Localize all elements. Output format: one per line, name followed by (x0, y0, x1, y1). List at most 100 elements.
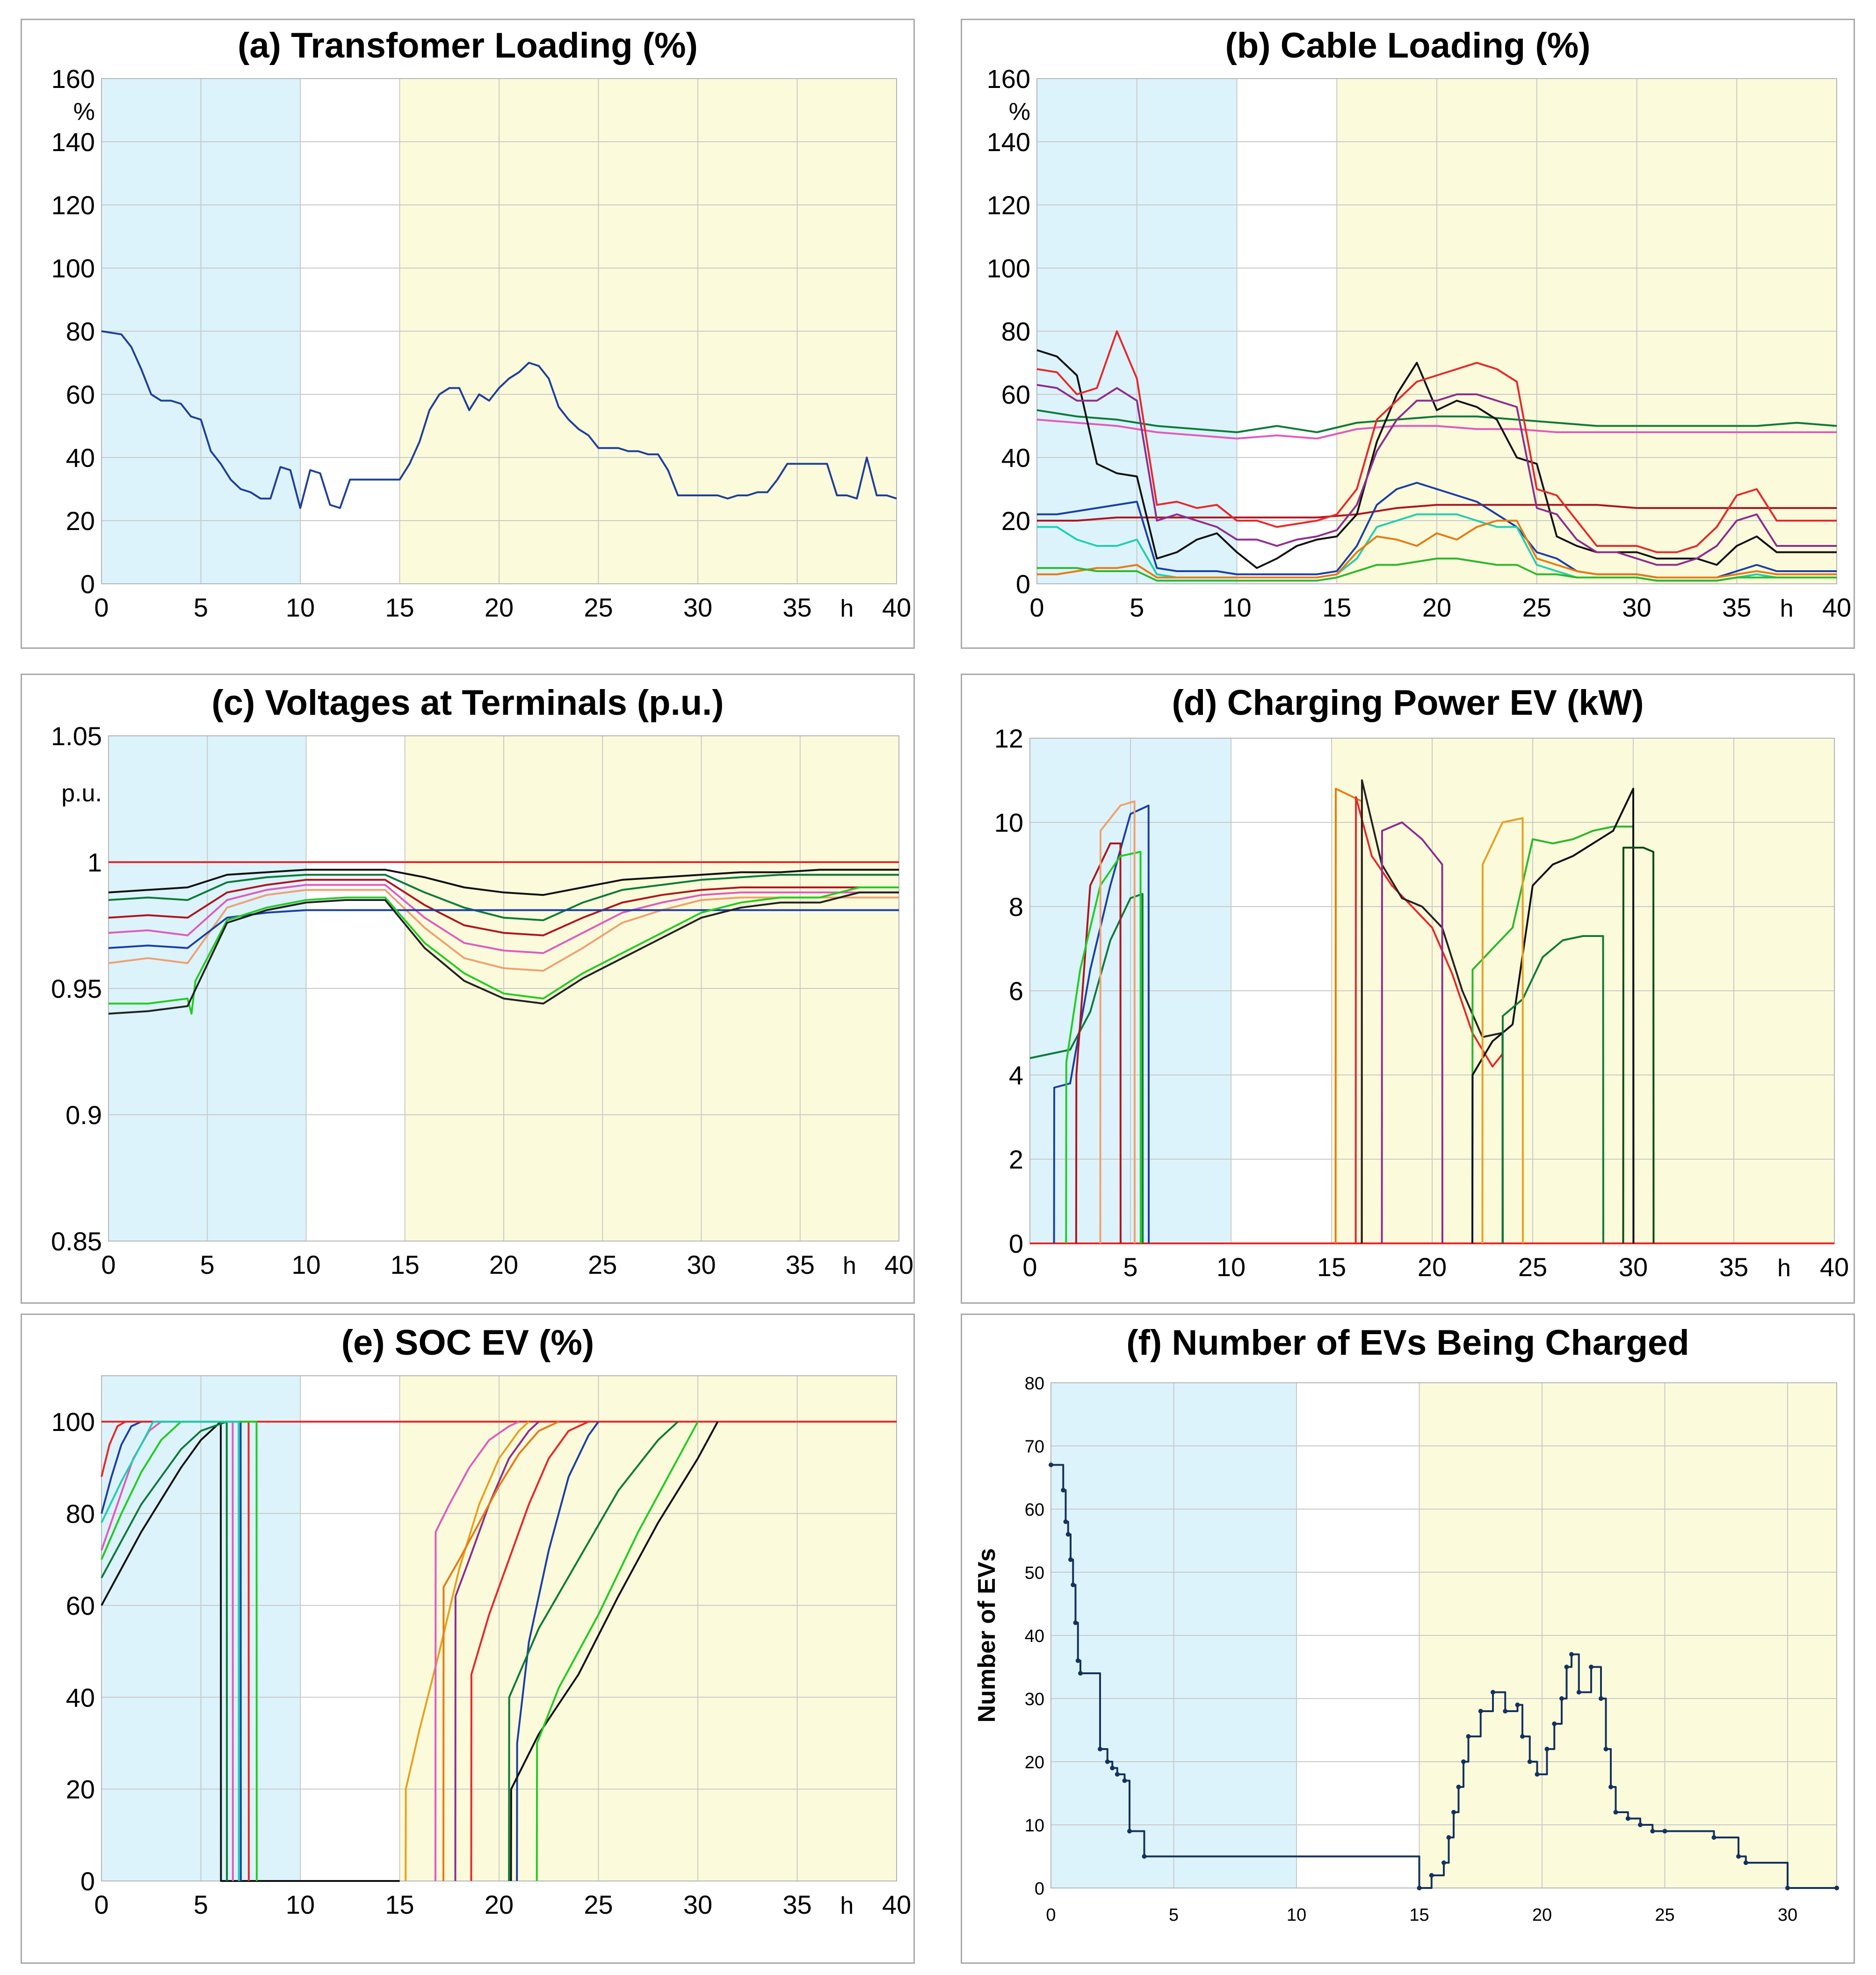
x-tick-label: 10 (1222, 593, 1251, 622)
y-tick-label: 10 (994, 808, 1023, 837)
data-point (1461, 1759, 1466, 1764)
y-tick-label: 0 (1035, 1879, 1044, 1899)
data-point (1105, 1759, 1110, 1764)
series-line-10 (1037, 558, 1837, 582)
panel-f: (f) Number of EVs Being Charged 0 10 20 30 40… (961, 1314, 1855, 1964)
x-tick-label: 30 (687, 1250, 716, 1279)
x-tick-label: 15 (391, 1250, 420, 1279)
data-point (1650, 1829, 1655, 1834)
chart-title: (f) Number of EVs Being Charged (1126, 1323, 1689, 1363)
y-tick-label: 50 (1025, 1563, 1044, 1583)
x-tick-label: 25 (588, 1250, 617, 1279)
x-unit-label: h (840, 1892, 854, 1919)
series-line-5 (108, 884, 899, 954)
y-tick-label: 40 (1001, 443, 1030, 472)
series-line-6 (1036, 384, 1837, 566)
x-tick-label: 30 (1619, 1252, 1648, 1282)
series-line-3 (1037, 504, 1837, 522)
y-tick-label: 20 (66, 506, 95, 536)
y-tick-label: 4 (1009, 1060, 1023, 1090)
x-tick-label: 10 (1217, 1252, 1246, 1282)
y-tick-label: 100 (51, 254, 95, 283)
x-tick-label: 0 (94, 1890, 109, 1919)
x-tick-label: 5 (1169, 1905, 1179, 1925)
series-line-13 (508, 1421, 679, 1881)
y-tick-label: 0.9 (65, 1100, 102, 1130)
x-tick-label: 25 (1518, 1252, 1547, 1282)
x-unit-label: h (1780, 595, 1794, 622)
data-point (1491, 1690, 1495, 1695)
data-point (1456, 1785, 1461, 1789)
y-tick-label: 30 (1025, 1690, 1044, 1709)
y-tick-label: 80 (1025, 1374, 1044, 1394)
data-point (1520, 1734, 1525, 1739)
data-point (1071, 1583, 1076, 1587)
series-line-5 (1036, 330, 1837, 553)
data-point (1049, 1462, 1053, 1467)
y-tick-label: 0 (80, 1866, 95, 1896)
series-line-13 (1501, 935, 1604, 1244)
series-line-15 (1481, 817, 1524, 1244)
data-point (1544, 1747, 1550, 1751)
x-tick-label: 40 (884, 1250, 913, 1279)
x-unit-label: h (840, 595, 854, 622)
series-line-1 (101, 330, 897, 509)
y-tick-label: 140 (987, 127, 1030, 157)
x-tick-label: 15 (385, 593, 414, 622)
chart-soc-ev: (e) SOC EV (%) 0 20 40 60 80 100 0 5 10 15 20 25 30 35… (51, 1323, 912, 1919)
y-tick-label: 160 (987, 64, 1030, 94)
y-unit-label: % (1009, 98, 1030, 125)
panel-b: (b) Cable Loading (%) 0 20 40 60 80 100 120 140 1… (961, 19, 1855, 649)
y-tick-label: 60 (1025, 1500, 1044, 1520)
x-tick-label: 10 (286, 1890, 315, 1919)
data-point (1451, 1810, 1456, 1815)
y-tick-label: 60 (66, 380, 95, 409)
data-point (1785, 1886, 1790, 1890)
y-tick-label: 70 (1025, 1437, 1044, 1457)
series-line-8 (1354, 796, 1504, 1244)
data-point (1075, 1658, 1080, 1663)
x-unit-label: h (843, 1252, 856, 1279)
y-tick-label: 120 (987, 190, 1030, 220)
x-tick-label: 10 (1287, 1905, 1306, 1925)
y-tick-label: 40 (66, 1683, 95, 1712)
data-point (1122, 1778, 1127, 1783)
data-point (1736, 1854, 1741, 1859)
data-point (1065, 1532, 1071, 1537)
x-tick-label: 15 (1317, 1252, 1346, 1282)
series-line-16 (470, 1421, 589, 1881)
y-tick-label: 140 (51, 127, 95, 157)
shaded-region (399, 1376, 897, 1881)
data-point (1063, 1519, 1068, 1524)
x-tick-label: 20 (1532, 1905, 1552, 1925)
series-line-9 (1037, 520, 1837, 579)
data-point (1599, 1696, 1603, 1701)
y-tick-label: 12 (994, 724, 1023, 753)
data-point (1441, 1860, 1446, 1865)
data-point (1417, 1886, 1422, 1890)
chart-title: (c) Voltages at Terminals (p.u.) (211, 683, 724, 723)
chart-terminal-voltages: (c) Voltages at Terminals (p.u.) 0.85 0.9 0… (51, 683, 913, 1279)
series-line-1 (1036, 409, 1837, 433)
x-tick-label: 20 (1422, 593, 1451, 622)
series-line-10 (435, 1421, 520, 1881)
data-point (1115, 1772, 1120, 1777)
data-point (1834, 1886, 1839, 1890)
x-tick-label: 40 (882, 593, 911, 622)
x-tick-label: 5 (1130, 593, 1144, 622)
y-unit-label: p.u. (61, 780, 102, 807)
series-line-15 (536, 1421, 699, 1881)
x-tick-label: 35 (782, 1890, 811, 1919)
x-tick-label: 15 (385, 1890, 414, 1919)
x-tick-label: 40 (1822, 593, 1851, 622)
data-point (1569, 1652, 1574, 1657)
y-tick-label: 80 (66, 317, 95, 346)
grid (101, 78, 897, 584)
y-tick-label: 120 (51, 190, 95, 220)
y-tick-label: 0 (80, 569, 95, 599)
data-point (1743, 1860, 1748, 1865)
series-line-2 (108, 869, 899, 896)
series-line-8 (101, 1421, 240, 1881)
chart-cable-loading: (b) Cable Loading (%)0204060801001201401… (987, 26, 1852, 622)
plot-frame (108, 735, 899, 1242)
